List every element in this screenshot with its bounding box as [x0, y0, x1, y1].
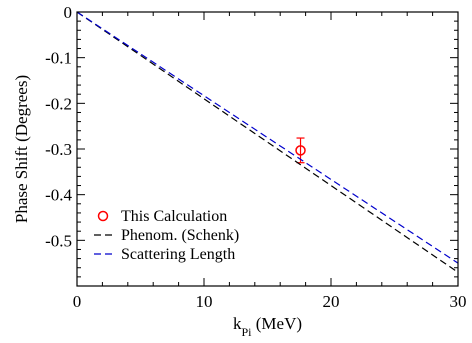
- legend-label: This Calculation: [121, 208, 227, 225]
- legend-marker: [97, 210, 109, 222]
- y-tick-label: 0: [64, 3, 73, 22]
- x-axis-title: kPi (MeV): [233, 314, 302, 339]
- y-tick-label: -0.1: [45, 49, 72, 68]
- y-tick-label: -0.4: [45, 186, 72, 205]
- legend-label: Phenom. (Schenk): [121, 227, 239, 244]
- series-line-2: [76, 11, 459, 264]
- x-tick-label: 10: [196, 292, 213, 311]
- y-tick-label: -0.2: [45, 94, 72, 113]
- y-axis-title: Phase Shift (Degrees): [12, 75, 31, 223]
- y-tick-label: -0.5: [45, 231, 72, 250]
- plot-frame: [76, 11, 459, 287]
- legend-label: Scattering Length: [121, 246, 235, 263]
- x-tick-label: 30: [450, 292, 467, 311]
- y-tick-label: -0.3: [45, 140, 72, 159]
- x-tick-label: 20: [323, 292, 340, 311]
- x-tick-label: 0: [73, 292, 82, 311]
- data-point: [295, 145, 306, 156]
